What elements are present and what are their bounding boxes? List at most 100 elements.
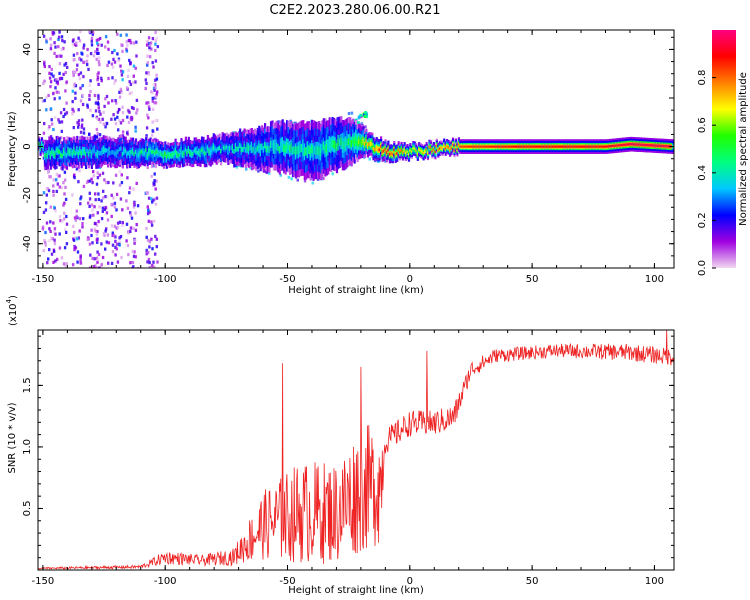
spectrogram-cell [155,245,158,249]
spectrogram-cell [63,40,66,44]
spectrogram-cell [311,144,314,154]
spectrogram-cell [639,143,642,146]
spectrogram-cell [77,125,80,129]
spectrogram-cell [100,217,104,221]
spectrogram-cell [74,84,78,88]
spectrogram-cell [50,122,54,126]
spectrogram-cell [98,151,101,156]
spectrogram-cell [653,144,656,147]
spectrogram-cell [491,145,494,148]
spectrogram-cell [128,38,131,43]
spectrogram-cell [129,62,132,66]
spectrogram-cell [89,108,92,112]
spectrogram-cell [308,145,311,154]
spectrogram-cell [129,229,132,234]
spectrogram-cell [159,151,162,156]
spectrogram-cell [53,78,57,82]
spectrogram-cell [562,145,565,148]
spectrogram-y-ticks: -40 -20 0 20 40 [22,36,674,269]
spectrogram-cell [62,262,66,266]
spectrogram-cell [567,145,570,148]
spectrogram-cell [72,224,75,228]
spectrogram-cell [625,143,628,146]
spectrogram-cell [434,150,437,154]
spectrogram-cell [107,150,110,156]
spectrogram-cell [75,68,79,72]
spectrogram-cell [54,152,57,158]
spectrogram-cell [60,47,63,52]
spectrogram-cell [484,145,487,148]
spectrogram-cell [269,140,273,148]
spectrogram-cell [126,152,129,157]
spectrogram-cell [48,65,51,69]
spectrogram-cell [150,174,153,178]
spectrogram-cell [136,267,140,268]
snr-series-line [38,330,674,570]
spectrogram-cell [268,146,271,153]
spectrogram-cell [630,143,634,146]
spectrogram-cell [110,202,113,207]
spectrogram-cell [52,260,55,264]
spectrogram-cell [149,55,152,59]
spectrogram-cell [385,151,388,154]
spectrogram-cell [74,70,77,75]
spectrogram-cell [338,138,342,146]
spectrogram-cell [193,148,196,153]
spectrogram-cell [95,256,99,260]
spectrogram-cell [95,127,99,132]
spectrogram-cell [119,235,123,239]
spectrogram-cell [647,144,650,147]
spectrogram-cell [151,37,155,41]
spectrogram-cell [525,145,528,148]
spectrogram-cell [48,248,51,252]
spectrogram-cell [58,77,62,81]
spectrogram-cell [79,261,82,265]
spectrogram-cell [154,83,157,87]
spectrogram-cell [363,142,366,147]
spectrogram-cell [43,60,46,64]
spectrogram-cell [114,242,117,247]
spectrogram-cell [180,148,183,153]
spectrogram-cell [515,145,518,148]
spectrogram-cell [644,143,647,147]
spectrogram-cell [45,108,48,112]
spectrogram-cell [77,236,80,240]
spectrogram-cell [130,216,134,220]
spectrogram-cell [80,123,84,127]
spectrogram-cell [58,185,61,189]
spectrogram-cell [664,145,667,148]
spectrogram-cell [324,145,327,154]
spectrogram-cell [409,149,412,152]
spectrogram-cell [111,250,115,254]
spectrogram-cell [150,220,153,224]
snr-scale-label: (x104) [5,295,19,326]
spectrogram-cell [80,125,83,129]
spectrogram-cell [55,172,58,176]
spectrogram-cell [101,171,105,175]
spectrogram-cell [40,143,44,146]
spectrogram-cell [114,245,117,249]
spectrogram-cell [73,148,76,154]
spectrogram-cell [611,144,615,147]
spectrogram-cell [89,52,93,56]
spectrogram-cell [43,239,46,243]
spectrogram-cell [96,51,99,55]
spectrogram-cell [49,138,53,142]
spectrogram-cell [134,150,138,155]
spectrogram-cell [147,196,151,200]
spectrogram-cell [102,189,105,193]
y-tick-label: -20 [22,187,33,203]
spectrogram-cell [309,147,312,157]
spectrogram-cell [331,172,334,176]
spectrogram-cell [88,179,92,183]
spectrogram-cell [96,101,100,106]
spectrogram-cell [118,183,122,187]
spectrogram-cell [42,249,45,253]
spectrogram-cell [133,250,136,254]
spectrogram-cell [121,105,124,109]
spectrogram-cell [45,221,49,225]
spectrogram-x-label: Height of straight line (km) [288,285,424,296]
spectrogram-cell [154,234,157,238]
spectrogram-cell [114,235,117,239]
spectrogram-cell [557,145,560,148]
